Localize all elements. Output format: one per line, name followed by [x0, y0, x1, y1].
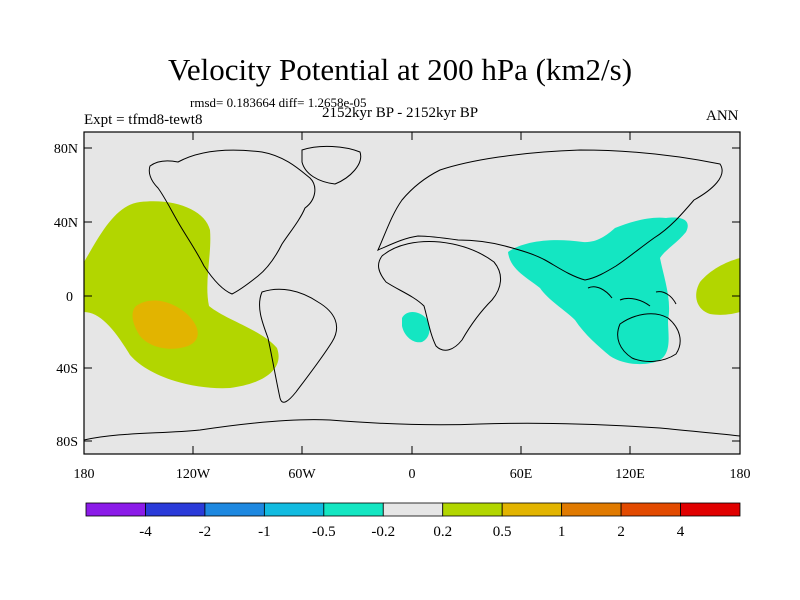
colorbar-swatch: [145, 502, 206, 517]
colorbar-label: 0.5: [493, 524, 512, 540]
stats-line: rmsd= 0.183664 diff= 1.2658e-05: [190, 95, 367, 110]
colorbar-label: -4: [139, 524, 152, 540]
positive-anomaly-east-pacific: [84, 201, 279, 389]
experiment-label: Expt = tfmd8-tewt8: [84, 112, 203, 128]
coastlines: [83, 145, 741, 441]
lon-label: 60E: [510, 467, 533, 482]
strong-positive-anomaly: [132, 300, 198, 349]
lon-label: 0: [409, 467, 416, 482]
coastline-north-america: [148, 149, 316, 295]
lat-label: 80S: [56, 435, 78, 450]
lon-label: 120E: [615, 467, 645, 482]
colorbar-label: -2: [199, 524, 212, 540]
colorbar-swatch: [620, 502, 681, 517]
map-title: Velocity Potential at 200 hPa (km2/s): [167, 52, 633, 87]
colorbar: -4 -2 -1 -0.5 -0.2 0.2 0.5 1 2 4: [85, 502, 741, 540]
shaded-regions: [84, 201, 740, 389]
coastline-antarctica: [83, 419, 741, 441]
colorbar-label: -0.5: [312, 524, 336, 540]
coastline-greenland: [301, 145, 362, 185]
colorbar-label: -1: [258, 524, 271, 540]
lat-label: 80N: [54, 142, 78, 157]
coastline-maritime-continent: [587, 286, 677, 307]
colorbar-swatch: [442, 502, 503, 517]
colorbar-swatch: [680, 502, 741, 517]
colorbar-swatch: [85, 502, 146, 517]
season-label: ANN: [706, 108, 739, 124]
colorbar-label: 4: [677, 524, 685, 540]
lon-label: 120W: [176, 467, 211, 482]
latitude-labels: 80N 40N 0 40S 80S: [54, 142, 78, 450]
coastline-south-america: [259, 288, 337, 403]
colorbar-swatch: [382, 502, 444, 517]
negative-anomaly-asia-indian-ocean: [508, 217, 688, 365]
longitude-labels: 180 120W 60W 0 60E 120E 180: [74, 467, 751, 482]
tick-marks: [83, 132, 741, 454]
lon-label: 180: [730, 467, 751, 482]
colorbar-swatch: [561, 502, 622, 517]
colorbar-swatch: [323, 502, 384, 517]
negative-anomaly-south-atlantic: [402, 312, 430, 343]
period-label: 2152kyr BP - 2152kyr BP: [322, 105, 479, 121]
colorbar-label: 1: [558, 524, 566, 540]
lat-label: 0: [66, 290, 73, 305]
colorbar-swatch: [501, 502, 563, 517]
positive-anomaly-west-pacific: [696, 258, 740, 315]
lon-label: 60W: [288, 467, 316, 482]
colorbar-swatch: [204, 502, 265, 517]
coastline-africa: [378, 241, 501, 351]
colorbar-label: 2: [617, 524, 625, 540]
lat-label: 40N: [54, 216, 78, 231]
colorbar-swatch: [263, 502, 325, 517]
colorbar-label: -0.2: [371, 524, 395, 540]
coastline-eurasia: [377, 149, 723, 281]
coastline-australia: [617, 313, 681, 362]
lon-label: 180: [74, 467, 95, 482]
lat-label: 40S: [56, 362, 78, 377]
colorbar-label: 0.2: [433, 524, 452, 540]
